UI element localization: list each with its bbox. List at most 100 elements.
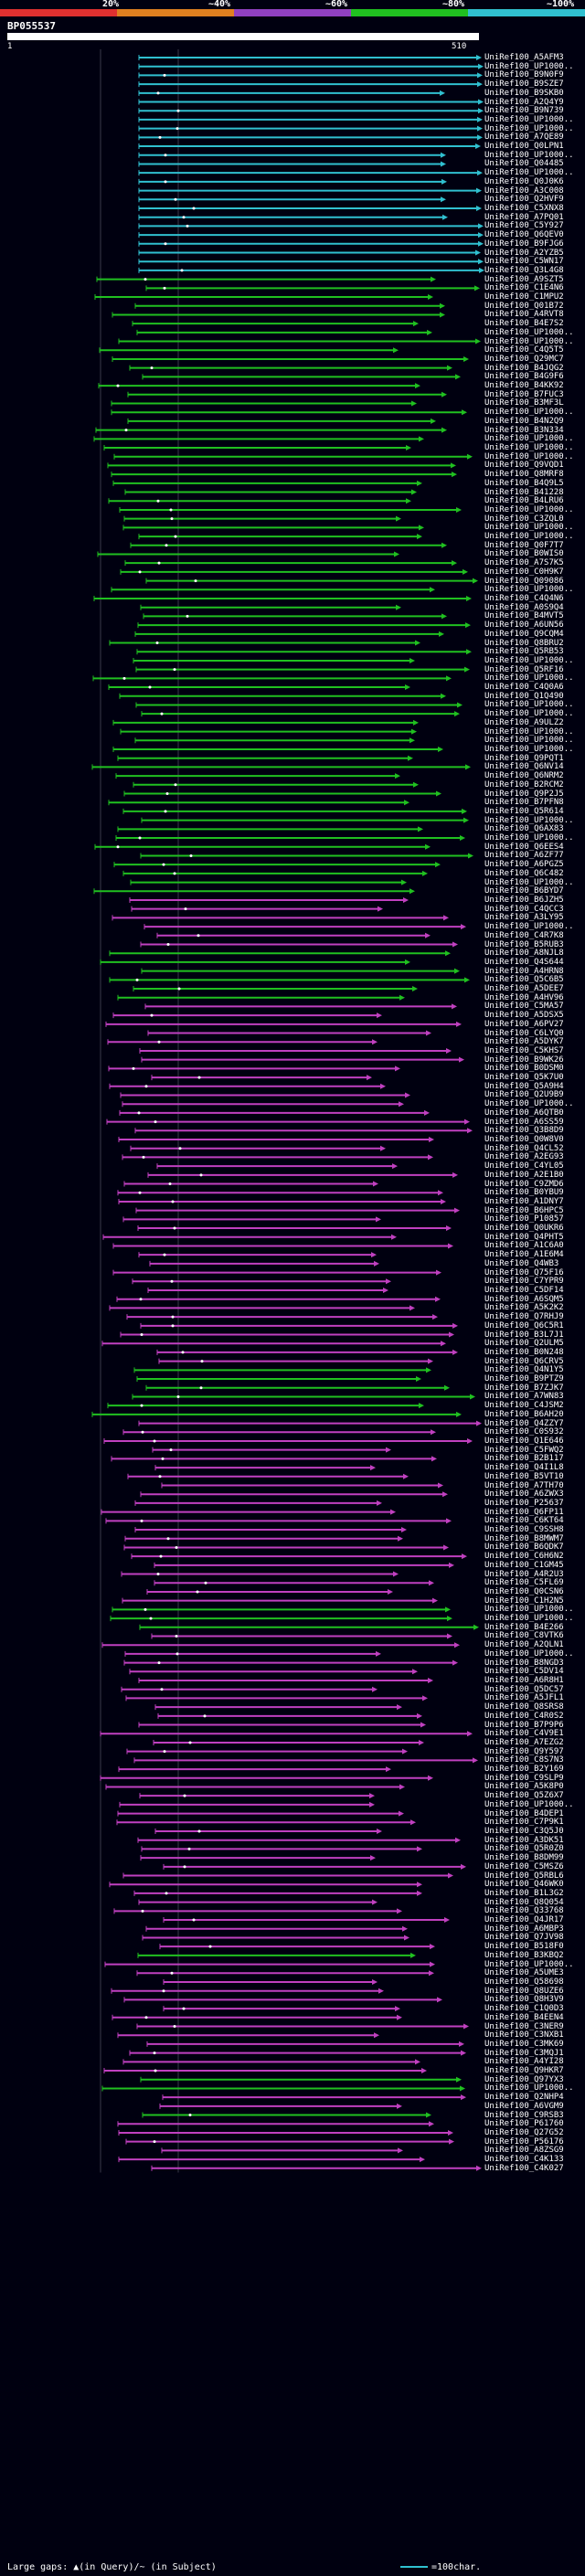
hit-label[interactable]: UniRef100_Q6QEV0 (484, 230, 564, 240)
hit-label[interactable]: UniRef100_C5FL69 (484, 1578, 564, 1588)
hit-label[interactable]: UniRef100_C4Q0A6 (484, 683, 564, 693)
hit-label[interactable]: UniRef100_B3N334 (484, 425, 564, 435)
hit-label[interactable]: UniRef100_A7WN83 (484, 1392, 564, 1402)
hit-label[interactable]: UniRef100_C5MSZ6 (484, 1861, 564, 1871)
hit-label[interactable]: UniRef100_Q04485 (484, 159, 564, 169)
hit-label[interactable]: UniRef100_C1E4N6 (484, 283, 564, 293)
hit-label[interactable]: UniRef100_C3NER9 (484, 2021, 564, 2031)
hit-label[interactable]: UniRef100_C8S7N3 (484, 1755, 564, 1765)
hit-label[interactable]: UniRef100_B4KK92 (484, 381, 564, 391)
hit-label[interactable]: UniRef100_C3ZQL0 (484, 514, 564, 524)
hit-label[interactable]: UniRef100_C3NXB1 (484, 2030, 564, 2041)
hit-label[interactable]: UniRef100_Q5R614 (484, 806, 564, 816)
hit-label[interactable]: UniRef100_Q8BRU2 (484, 638, 564, 648)
hit-label[interactable]: UniRef100_Q5A9H4 (484, 1081, 564, 1091)
hit-label[interactable]: UniRef100_P25637 (484, 1498, 564, 1508)
hit-label[interactable]: UniRef100_P10857 (484, 1214, 564, 1224)
hit-label[interactable]: UniRef100_UP1000.. (484, 504, 574, 514)
hit-label[interactable]: UniRef100_Q4N1Y5 (484, 1365, 564, 1375)
hit-label[interactable]: UniRef100_C9RSB3 (484, 2110, 564, 2120)
hit-label[interactable]: UniRef100_B2RCM2 (484, 779, 564, 790)
hit-label[interactable]: UniRef100_A2QLN1 (484, 1640, 564, 1650)
hit-label[interactable]: UniRef100_B4G9F6 (484, 372, 564, 382)
hit-label[interactable]: UniRef100_Q6CRV5 (484, 1356, 564, 1366)
hit-label[interactable]: UniRef100_Q75F16 (484, 1267, 564, 1277)
hit-label[interactable]: UniRef100_Q5RF16 (484, 664, 564, 674)
hit-label[interactable]: UniRef100_A5UME3 (484, 1968, 564, 1978)
hit-label[interactable]: UniRef100_Q2NHP4 (484, 2093, 564, 2103)
hit-label[interactable]: UniRef100_B3KBQ2 (484, 1950, 564, 1960)
hit-label[interactable]: UniRef100_A8ZSG9 (484, 2146, 564, 2156)
hit-label[interactable]: UniRef100_Q5C6B5 (484, 975, 564, 985)
hit-label[interactable]: UniRef100_Q4I1L8 (484, 1463, 564, 1473)
hit-label[interactable]: UniRef100_Q9P2J5 (484, 789, 564, 799)
hit-label[interactable]: UniRef100_UP1000.. (484, 434, 574, 444)
hit-label[interactable]: UniRef100_Q9HKR7 (484, 2066, 564, 2076)
hit-label[interactable]: UniRef100_Q0F7T7 (484, 540, 564, 550)
hit-label[interactable]: UniRef100_C5Y927 (484, 221, 564, 231)
hit-label[interactable]: UniRef100_Q5RBL6 (484, 1871, 564, 1881)
hit-label[interactable]: UniRef100_A0S9Q4 (484, 602, 564, 612)
hit-label[interactable]: UniRef100_A6MBP3 (484, 1924, 564, 1934)
hit-label[interactable]: UniRef100_B1L3G2 (484, 1888, 564, 1898)
hit-label[interactable]: UniRef100_B6BYD7 (484, 886, 564, 896)
hit-label[interactable]: UniRef100_B5RUB3 (484, 939, 564, 949)
hit-label[interactable]: UniRef100_UP1000.. (484, 408, 574, 418)
hit-label[interactable]: UniRef100_B2Y169 (484, 1765, 564, 1775)
hit-label[interactable]: UniRef100_C4QCC3 (484, 904, 564, 914)
hit-label[interactable]: UniRef100_Q6FP11 (484, 1507, 564, 1517)
hit-label[interactable]: UniRef100_UP1000.. (484, 327, 574, 337)
hit-label[interactable]: UniRef100_Q5R0Z0 (484, 1844, 564, 1854)
hit-label[interactable]: UniRef100_A2YZB5 (484, 248, 564, 258)
hit-label[interactable]: UniRef100_B4MVT5 (484, 611, 564, 621)
hit-label[interactable]: UniRef100_A2E1B0 (484, 1170, 564, 1180)
hit-label[interactable]: UniRef100_A5AFM3 (484, 53, 564, 62)
hit-label[interactable]: UniRef100_Q8UZE6 (484, 1986, 564, 1996)
hit-label[interactable]: UniRef100_Q6NV14 (484, 762, 564, 772)
hit-label[interactable]: UniRef100_B9PTZ9 (484, 1374, 564, 1384)
hit-label[interactable]: UniRef100_UP1000.. (484, 336, 574, 346)
hit-label[interactable]: UniRef100_UP1000.. (484, 736, 574, 746)
hit-label[interactable]: UniRef100_C6KT64 (484, 1516, 564, 1526)
hit-label[interactable]: UniRef100_C7P9K1 (484, 1818, 564, 1828)
hit-label[interactable]: UniRef100_A6PV27 (484, 1019, 564, 1029)
hit-label[interactable]: UniRef100_Q2ULM5 (484, 1339, 564, 1349)
hit-label[interactable]: UniRef100_UP1000.. (484, 1605, 574, 1615)
hit-label[interactable]: UniRef100_B3MF3L (484, 398, 564, 408)
hit-label[interactable]: UniRef100_UP1000.. (484, 150, 574, 160)
hit-label[interactable]: UniRef100_Q58698 (484, 1977, 564, 1987)
hit-label[interactable]: UniRef100_A3LY95 (484, 913, 564, 923)
hit-label[interactable]: UniRef100_B9SZE7 (484, 80, 564, 90)
hit-label[interactable]: UniRef100_B9N739 (484, 106, 564, 116)
hit-label[interactable]: UniRef100_Q0J0K6 (484, 176, 564, 186)
hit-label[interactable]: UniRef100_UP1000.. (484, 877, 574, 887)
hit-label[interactable]: UniRef100_Q46WK0 (484, 1880, 564, 1890)
hit-label[interactable]: UniRef100_A5K2K2 (484, 1303, 564, 1313)
hit-label[interactable]: UniRef100_A9ULZ2 (484, 717, 564, 727)
hit-label[interactable]: UniRef100_C6H6N2 (484, 1552, 564, 1562)
hit-label[interactable]: UniRef100_Q7JV98 (484, 1933, 564, 1943)
hit-label[interactable]: UniRef100_C4R7K8 (484, 930, 564, 940)
hit-label[interactable]: UniRef100_A6SQM5 (484, 1294, 564, 1304)
hit-label[interactable]: UniRef100_B7P9P6 (484, 1720, 564, 1730)
hit-label[interactable]: UniRef100_C5FWQ2 (484, 1445, 564, 1455)
hit-label[interactable]: UniRef100_A3DK51 (484, 1835, 564, 1845)
hit-label[interactable]: UniRef100_B4LRU6 (484, 496, 564, 506)
hit-label[interactable]: UniRef100_Q9PQT1 (484, 753, 564, 763)
hit-label[interactable]: UniRef100_B4JQG2 (484, 363, 564, 373)
hit-label[interactable]: UniRef100_Q9Y597 (484, 1746, 564, 1756)
hit-label[interactable]: UniRef100_Q8SRS8 (484, 1702, 564, 1712)
hit-label[interactable]: UniRef100_UP1000.. (484, 709, 574, 719)
hit-label[interactable]: UniRef100_A7QE89 (484, 133, 564, 143)
hit-label[interactable]: UniRef100_C5MA57 (484, 1002, 564, 1012)
hit-label[interactable]: UniRef100_C9SSH8 (484, 1525, 564, 1535)
hit-label[interactable]: UniRef100_B4Q9L5 (484, 478, 564, 488)
hit-label[interactable]: UniRef100_UP1000.. (484, 168, 574, 178)
hit-label[interactable]: UniRef100_A4HRN8 (484, 966, 564, 976)
hit-label[interactable]: UniRef100_UP1000.. (484, 114, 574, 124)
hit-label[interactable]: UniRef100_Q4S644 (484, 957, 564, 967)
hit-label[interactable]: UniRef100_B6HPC5 (484, 1205, 564, 1215)
hit-label[interactable]: UniRef100_Q4CL52 (484, 1143, 564, 1153)
hit-label[interactable]: UniRef100_C5XNX8 (484, 203, 564, 213)
hit-label[interactable]: UniRef100_C0H9K7 (484, 567, 564, 577)
